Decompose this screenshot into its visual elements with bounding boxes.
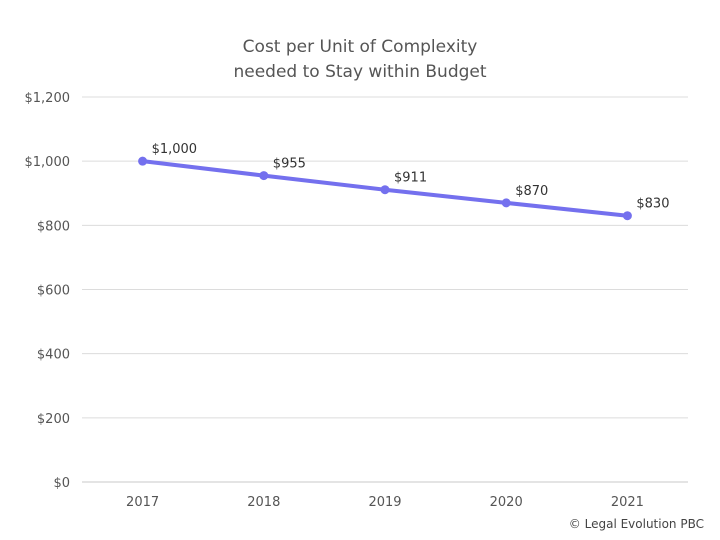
- series-layer: $1,000 $955 $911 $870 $830: [138, 142, 669, 221]
- y-tick-label: $0: [53, 476, 70, 491]
- y-axis-ticks: $0 $200 $400 $600 $800 $1,000 $1,200: [25, 91, 71, 491]
- gridlines: [82, 96, 688, 483]
- x-tick-label: 2019: [368, 495, 401, 510]
- data-label: $1,000: [152, 142, 198, 157]
- data-point: [501, 198, 511, 208]
- y-tick-label: $1,000: [25, 155, 71, 170]
- data-point: [138, 156, 148, 166]
- y-tick-label: $1,200: [25, 91, 71, 106]
- data-point: [380, 185, 390, 195]
- x-tick-label: 2020: [490, 495, 523, 510]
- data-label: $830: [636, 197, 669, 212]
- x-tick-label: 2021: [611, 495, 644, 510]
- data-point: [622, 211, 632, 221]
- x-axis-ticks: 2017 2018 2019 2020 2021: [126, 495, 644, 510]
- chart-title-line-2: needed to Stay within Budget: [233, 62, 486, 82]
- x-tick-label: 2018: [247, 495, 280, 510]
- x-tick-label: 2017: [126, 495, 159, 510]
- copyright-notice: © Legal Evolution PBC: [569, 517, 704, 531]
- data-label: $911: [394, 171, 427, 186]
- y-tick-label: $800: [37, 219, 70, 234]
- chart-title-line-1: Cost per Unit of Complexity: [243, 37, 478, 57]
- data-label: $955: [273, 157, 306, 172]
- y-tick-label: $600: [37, 284, 70, 299]
- y-tick-label: $400: [37, 348, 70, 363]
- data-point: [259, 171, 269, 181]
- data-label: $870: [515, 184, 548, 199]
- y-tick-label: $200: [37, 412, 70, 427]
